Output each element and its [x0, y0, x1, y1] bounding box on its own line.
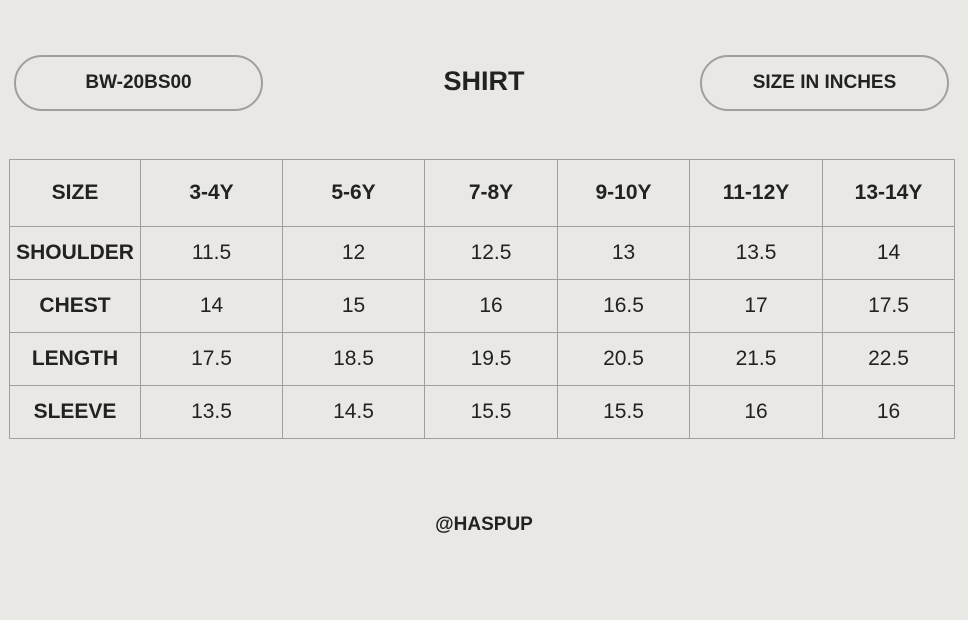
- measurement-cell: 13.5: [689, 226, 823, 280]
- measurement-cell: 14.5: [282, 385, 425, 439]
- column-header: SIZE: [9, 159, 141, 227]
- measurement-cell: 16: [689, 385, 823, 439]
- measurement-cell: 21.5: [689, 332, 823, 386]
- measurement-cell: 12.5: [424, 226, 558, 280]
- measurement-cell: 16: [822, 385, 955, 439]
- unit-badge: SIZE IN INCHES: [700, 55, 949, 111]
- product-code-badge: BW-20BS00: [14, 55, 263, 111]
- measurement-cell: 12: [282, 226, 425, 280]
- measurement-cell: 15: [282, 279, 425, 333]
- size-chart-table: SIZE 3-4Y 5-6Y 7-8Y 9-10Y 11-12Y 13-14Y SHOULD…: [9, 159, 955, 439]
- table-header-row: SIZE 3-4Y 5-6Y 7-8Y 9-10Y 11-12Y 13-14Y: [9, 159, 955, 227]
- table-row: LENGTH 17.5 18.5 19.5 20.5 21.5 22.5: [9, 332, 955, 386]
- brand-handle: @HASPUP: [435, 514, 533, 535]
- page-title: SHIRT: [443, 66, 525, 96]
- measurement-cell: 19.5: [424, 332, 558, 386]
- row-label: LENGTH: [9, 332, 141, 386]
- measurement-cell: 14: [822, 226, 955, 280]
- measurement-cell: 22.5: [822, 332, 955, 386]
- column-header: 7-8Y: [424, 159, 558, 227]
- column-header: 13-14Y: [822, 159, 955, 227]
- row-label: SHOULDER: [9, 226, 141, 280]
- row-label: SLEEVE: [9, 385, 141, 439]
- measurement-cell: 15.5: [424, 385, 558, 439]
- measurement-cell: 11.5: [140, 226, 283, 280]
- measurement-cell: 20.5: [557, 332, 690, 386]
- measurement-cell: 16: [424, 279, 558, 333]
- measurement-cell: 17.5: [822, 279, 955, 333]
- measurement-cell: 13: [557, 226, 690, 280]
- column-header: 3-4Y: [140, 159, 283, 227]
- table-row: SHOULDER 11.5 12 12.5 13 13.5 14: [9, 226, 955, 280]
- row-label: CHEST: [9, 279, 141, 333]
- measurement-cell: 13.5: [140, 385, 283, 439]
- column-header: 11-12Y: [689, 159, 823, 227]
- table-row: SLEEVE 13.5 14.5 15.5 15.5 16 16: [9, 385, 955, 439]
- measurement-cell: 15.5: [557, 385, 690, 439]
- table-row: CHEST 14 15 16 16.5 17 17.5: [9, 279, 955, 333]
- measurement-cell: 16.5: [557, 279, 690, 333]
- column-header: 9-10Y: [557, 159, 690, 227]
- measurement-cell: 17.5: [140, 332, 283, 386]
- column-header: 5-6Y: [282, 159, 425, 227]
- measurement-cell: 18.5: [282, 332, 425, 386]
- measurement-cell: 17: [689, 279, 823, 333]
- measurement-cell: 14: [140, 279, 283, 333]
